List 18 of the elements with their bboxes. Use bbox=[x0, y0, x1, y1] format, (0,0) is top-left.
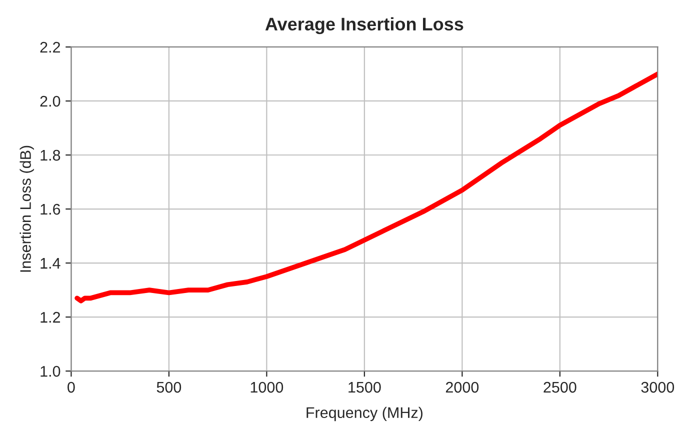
x-tick-label: 2000 bbox=[446, 382, 479, 393]
y-tick-label: 1.8 bbox=[40, 150, 60, 161]
x-tick-label: 1000 bbox=[250, 382, 284, 393]
x-tick-label: 2500 bbox=[544, 382, 576, 393]
y-tick-label: 1.6 bbox=[40, 204, 60, 215]
x-tick-label: 0 bbox=[68, 382, 75, 393]
y-tick-label: 1.0 bbox=[40, 366, 60, 377]
x-axis-title: Frequency (MHz) bbox=[306, 406, 422, 422]
y-axis-title: Insertion Loss (dB) bbox=[20, 146, 34, 272]
x-tick-label: 3000 bbox=[641, 382, 674, 393]
chart-title: Average Insertion Loss bbox=[265, 17, 464, 34]
x-tick-label: 1500 bbox=[348, 382, 381, 393]
x-tick-label: 500 bbox=[156, 382, 182, 393]
y-tick-label: 2.0 bbox=[40, 96, 60, 107]
line-series bbox=[74, 72, 658, 304]
y-tick-label: 1.4 bbox=[40, 258, 60, 269]
y-tick-label: 2.2 bbox=[40, 42, 60, 53]
y-tick-label: 1.2 bbox=[40, 312, 60, 323]
